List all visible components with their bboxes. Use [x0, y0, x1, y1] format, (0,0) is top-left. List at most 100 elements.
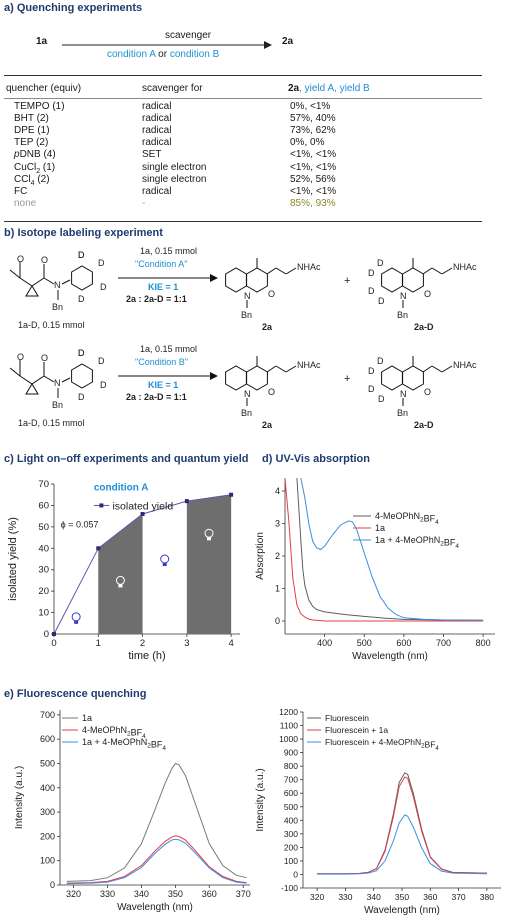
- x-axis-label: time (h): [128, 650, 165, 662]
- bond: [275, 365, 287, 373]
- formula-part: N: [141, 737, 148, 747]
- y-tick-label: 700: [284, 775, 298, 785]
- y-tick-label: 1100: [280, 721, 299, 731]
- bond: [285, 267, 297, 275]
- table-row-yield: 57%, 40%: [290, 113, 336, 125]
- table-header-yield-compound: 2a: [288, 83, 300, 94]
- atom-d: D: [368, 268, 375, 278]
- atom-n: N: [54, 378, 61, 388]
- condition-b-label: condition B: [169, 49, 220, 60]
- bulb-glass: [160, 554, 170, 564]
- ratio-label: 2a : 2a-D = 1:1: [126, 294, 187, 304]
- formula-subscript: 2: [440, 541, 444, 548]
- bond: [266, 267, 277, 275]
- absorption-line: [296, 477, 484, 621]
- table-row-quencher: CuCl2 (1): [14, 161, 56, 175]
- bond: [285, 365, 297, 373]
- table-row-scavenger: radical: [142, 185, 172, 197]
- light-off-icon: [115, 575, 125, 588]
- atom-o: O: [41, 255, 48, 265]
- ring: [246, 267, 268, 293]
- product-label: 2a-D: [414, 322, 434, 332]
- x-axis-label: Wavelength (nm): [352, 651, 428, 662]
- y-tick-label: 2: [275, 551, 280, 561]
- ratio-label: 2a : 2a-D = 1:1: [126, 392, 187, 402]
- dark-interval: [98, 514, 143, 634]
- atom-n: N: [244, 389, 251, 399]
- table-row-yield: 85%, 93%: [290, 197, 336, 209]
- formula-subscript: 2: [147, 743, 151, 750]
- y-tick-label: 3: [275, 519, 280, 529]
- section-c-text: Light on–off experiments and quantum yie…: [16, 453, 249, 465]
- atom-d: D: [78, 392, 85, 402]
- formula-part: Fluorescein + 1a: [325, 725, 388, 735]
- y-tick-label: 300: [284, 829, 298, 839]
- light-on-icon: [160, 554, 170, 566]
- bond: [19, 375, 33, 385]
- formula-part: Fluorescein + 4-MeOPh: [325, 737, 415, 747]
- bond: [31, 375, 45, 385]
- formula-part: BF: [444, 538, 456, 548]
- atom-d: D: [377, 356, 384, 366]
- bulb-base: [207, 537, 211, 541]
- formula-part: N: [434, 535, 441, 545]
- product-label: 2a-D: [414, 420, 434, 430]
- y-tick-label: 10: [38, 608, 49, 619]
- ring: [246, 365, 268, 391]
- cyclopropane: [25, 383, 39, 395]
- legend-label: 1a + 4-MeOPhN2BF4: [82, 737, 166, 752]
- legend-label: 4-MeOPhN2BF4: [375, 511, 439, 526]
- y-tick-label: 400: [284, 815, 298, 825]
- y-tick-label: 4: [275, 486, 280, 496]
- x-tick-label: 330: [100, 889, 115, 899]
- group-bn: Bn: [397, 408, 408, 418]
- y-tick-label: -100: [281, 883, 298, 893]
- y-tick-label: 20: [38, 586, 49, 597]
- bond: [441, 365, 453, 373]
- bulb-base: [74, 620, 79, 624]
- scheme-arrow-label: scavenger: [165, 30, 212, 41]
- section-b-text: Isotope labeling experiment: [17, 227, 163, 239]
- atom-d: D: [78, 250, 85, 260]
- table-row-yield: 73%, 62%: [290, 125, 336, 137]
- formula-part: N: [414, 511, 421, 521]
- group-nhac: NHAc: [297, 360, 321, 370]
- y-tick-label: 1: [275, 584, 280, 594]
- x-tick-label: 340: [367, 892, 381, 902]
- table-row-scavenger: -: [142, 197, 146, 209]
- condition-or: or: [155, 49, 170, 60]
- x-tick-label: 380: [480, 892, 494, 902]
- ring: [225, 267, 247, 293]
- bulb-glass: [204, 528, 214, 538]
- formula-part: N: [121, 725, 128, 735]
- table-row-scavenger: radical: [142, 101, 172, 112]
- bond: [43, 277, 55, 285]
- bulb-glass: [71, 612, 81, 622]
- formula-part: BF: [424, 514, 436, 524]
- y-tick-label: 500: [284, 802, 298, 812]
- atom-o: O: [268, 289, 275, 299]
- section-c-letter: c): [4, 453, 14, 465]
- reagent-label: 1a, 0.15 mmol: [140, 344, 197, 354]
- uv-vis-chart: 400 500 600 700 800 0 1 2 3 4 Wavelength (nm) Absor…: [255, 477, 495, 662]
- y-tick-label: 1200: [279, 707, 298, 717]
- group-bn: Bn: [52, 302, 63, 312]
- table-row-yield: <1%, <1%: [290, 185, 337, 197]
- atom-d: D: [78, 250, 85, 260]
- x-tick-label: 700: [436, 638, 451, 648]
- group-nhac: NHAc: [453, 360, 477, 370]
- y-tick-label: 0: [275, 616, 280, 626]
- atom-d: D: [368, 366, 375, 376]
- x-tick-label: 370: [451, 892, 465, 902]
- fluorescence-line: [66, 838, 247, 885]
- ring: [402, 267, 424, 293]
- x-axis-label: Wavelength (nm): [364, 905, 440, 916]
- starting-material-label: 1a-D, 0.15 mmol: [18, 320, 85, 330]
- x-tick-label: 320: [310, 892, 324, 902]
- ring: [402, 365, 424, 391]
- atom-d: D: [378, 296, 385, 306]
- legend-label: 1a: [82, 713, 92, 723]
- y-tick-label: 100: [284, 856, 298, 866]
